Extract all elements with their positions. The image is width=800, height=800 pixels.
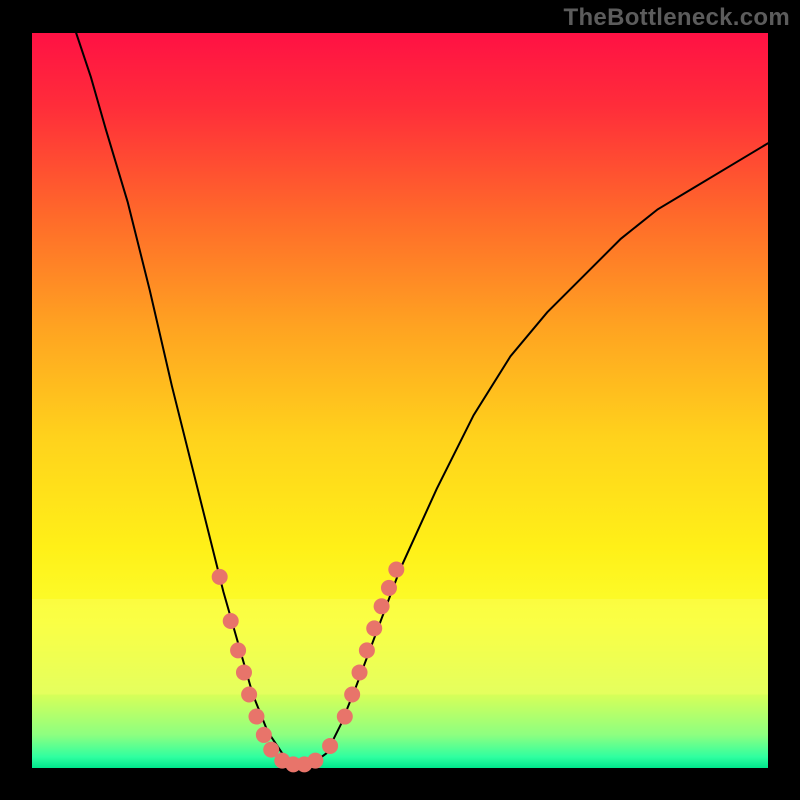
watermark-text: TheBottleneck.com [564,4,790,32]
marker-dot [256,727,272,743]
marker-dot [366,620,382,636]
marker-dot [223,613,239,629]
marker-dot [307,753,323,769]
marker-dot [352,664,368,680]
chart-container: TheBottleneck.com [0,0,800,800]
marker-dot [374,598,390,614]
marker-dot [381,580,397,596]
marker-dot [212,569,228,585]
marker-dot [388,562,404,578]
marker-dot [241,687,257,703]
marker-dot [337,709,353,725]
marker-dot [359,642,375,658]
marker-dot [230,642,246,658]
marker-dot [236,664,252,680]
bottleneck-chart [0,0,800,800]
marker-band [32,599,768,695]
marker-dot [248,709,264,725]
marker-dot [322,738,338,754]
marker-dot [344,687,360,703]
